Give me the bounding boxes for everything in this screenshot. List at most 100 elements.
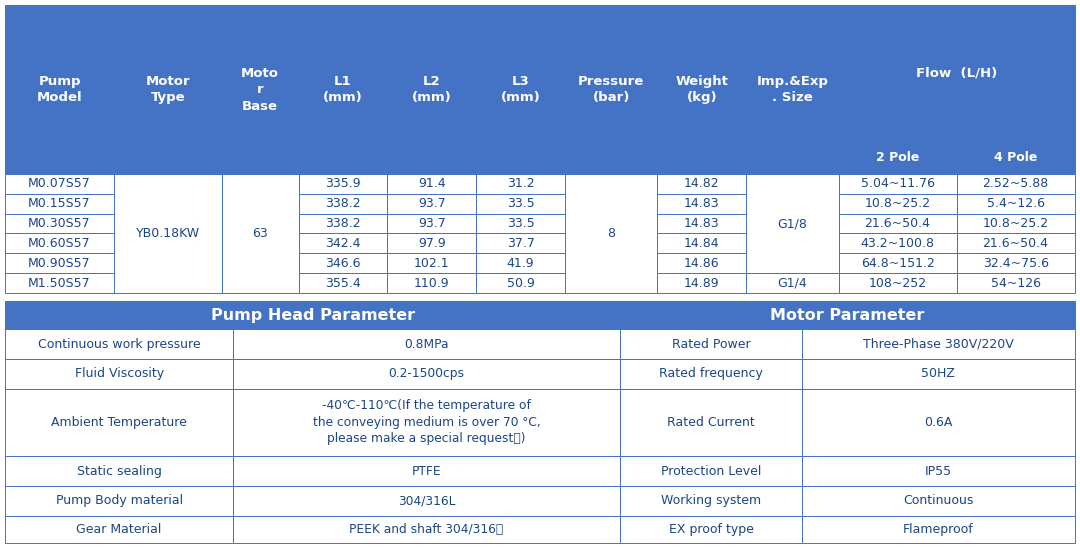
Bar bbox=[658, 214, 746, 233]
Text: 14.83: 14.83 bbox=[684, 217, 719, 230]
Bar bbox=[388, 273, 476, 293]
Bar bbox=[388, 174, 476, 193]
Bar bbox=[476, 273, 565, 293]
Bar bbox=[957, 174, 1075, 193]
Bar bbox=[839, 193, 957, 214]
Bar bbox=[620, 301, 1075, 329]
Text: L3
(mm): L3 (mm) bbox=[501, 75, 540, 104]
Bar bbox=[620, 359, 802, 389]
Bar bbox=[658, 193, 746, 214]
Bar bbox=[5, 174, 113, 193]
Text: 93.7: 93.7 bbox=[418, 197, 446, 210]
Text: M0.60S57: M0.60S57 bbox=[28, 237, 91, 250]
Bar bbox=[802, 486, 1075, 516]
Text: Moto
r
Base: Moto r Base bbox=[241, 67, 280, 113]
Bar bbox=[839, 141, 957, 174]
Bar bbox=[802, 389, 1075, 456]
Text: 21.6~50.4: 21.6~50.4 bbox=[865, 217, 931, 230]
Bar bbox=[476, 193, 565, 214]
Bar bbox=[839, 174, 957, 193]
Text: G1/4: G1/4 bbox=[778, 277, 807, 290]
Text: Rated Current: Rated Current bbox=[667, 416, 755, 429]
Text: M0.30S57: M0.30S57 bbox=[28, 217, 91, 230]
Bar bbox=[298, 214, 388, 233]
Bar bbox=[5, 359, 233, 389]
Text: Pressure
(bar): Pressure (bar) bbox=[578, 75, 645, 104]
Bar bbox=[620, 516, 802, 543]
Bar bbox=[565, 174, 658, 293]
Bar bbox=[658, 5, 746, 174]
Text: 2 Pole: 2 Pole bbox=[876, 151, 919, 164]
Bar bbox=[565, 5, 658, 174]
Text: 41.9: 41.9 bbox=[507, 257, 535, 270]
Text: M0.90S57: M0.90S57 bbox=[28, 257, 91, 270]
Text: 32.4~75.6: 32.4~75.6 bbox=[983, 257, 1049, 270]
Bar bbox=[5, 5, 113, 174]
Text: Flow  (L/H): Flow (L/H) bbox=[916, 67, 997, 79]
Bar bbox=[839, 253, 957, 273]
Text: M0.07S57: M0.07S57 bbox=[28, 177, 91, 190]
Text: 5.04~11.76: 5.04~11.76 bbox=[861, 177, 934, 190]
Bar bbox=[233, 486, 620, 516]
Text: Three-Phase 380V/220V: Three-Phase 380V/220V bbox=[863, 338, 1014, 351]
Bar bbox=[839, 214, 957, 233]
Text: 110.9: 110.9 bbox=[414, 277, 449, 290]
Text: 64.8~151.2: 64.8~151.2 bbox=[861, 257, 934, 270]
Bar bbox=[233, 359, 620, 389]
Text: 108~252: 108~252 bbox=[868, 277, 927, 290]
Text: 102.1: 102.1 bbox=[414, 257, 449, 270]
Text: 338.2: 338.2 bbox=[325, 197, 361, 210]
Bar bbox=[476, 5, 565, 174]
Text: 355.4: 355.4 bbox=[325, 277, 361, 290]
Bar bbox=[957, 253, 1075, 273]
Bar bbox=[5, 253, 113, 273]
Text: 335.9: 335.9 bbox=[325, 177, 361, 190]
Bar bbox=[388, 193, 476, 214]
Text: Imp.&Exp
. Size: Imp.&Exp . Size bbox=[756, 75, 828, 104]
Bar bbox=[298, 174, 388, 193]
Text: Static sealing: Static sealing bbox=[77, 465, 162, 477]
Bar bbox=[388, 233, 476, 253]
Text: Working system: Working system bbox=[661, 494, 761, 507]
Text: M1.50S57: M1.50S57 bbox=[28, 277, 91, 290]
Text: 0.2-1500cps: 0.2-1500cps bbox=[389, 367, 464, 380]
Text: 93.7: 93.7 bbox=[418, 217, 446, 230]
Bar bbox=[233, 456, 620, 486]
Bar bbox=[746, 273, 839, 293]
Text: 0.8MPa: 0.8MPa bbox=[404, 338, 449, 351]
Bar bbox=[388, 253, 476, 273]
Text: Pump Body material: Pump Body material bbox=[55, 494, 183, 507]
Bar bbox=[298, 233, 388, 253]
Text: Fluid Viscosity: Fluid Viscosity bbox=[75, 367, 164, 380]
Bar bbox=[839, 233, 957, 253]
Text: Weight
(kg): Weight (kg) bbox=[675, 75, 728, 104]
Bar bbox=[298, 253, 388, 273]
Text: 346.6: 346.6 bbox=[325, 257, 361, 270]
Text: EX proof type: EX proof type bbox=[669, 523, 754, 535]
Bar bbox=[957, 233, 1075, 253]
Bar bbox=[957, 193, 1075, 214]
Text: 21.6~50.4: 21.6~50.4 bbox=[983, 237, 1049, 250]
Bar bbox=[298, 5, 388, 174]
Bar bbox=[802, 329, 1075, 359]
Bar bbox=[839, 273, 957, 293]
Bar bbox=[5, 214, 113, 233]
Text: 342.4: 342.4 bbox=[325, 237, 361, 250]
Text: Rated frequency: Rated frequency bbox=[659, 367, 762, 380]
Text: Pump Head Parameter: Pump Head Parameter bbox=[211, 308, 415, 323]
Text: 33.5: 33.5 bbox=[507, 197, 535, 210]
Text: 43.2~100.8: 43.2~100.8 bbox=[861, 237, 934, 250]
Bar bbox=[620, 456, 802, 486]
Text: 8: 8 bbox=[607, 227, 616, 240]
Text: 31.2: 31.2 bbox=[507, 177, 535, 190]
Bar bbox=[5, 516, 233, 543]
Bar bbox=[957, 273, 1075, 293]
Text: YB0.18KW: YB0.18KW bbox=[136, 227, 200, 240]
Text: 10.8~25.2: 10.8~25.2 bbox=[865, 197, 931, 210]
Text: M0.15S57: M0.15S57 bbox=[28, 197, 91, 210]
Text: 37.7: 37.7 bbox=[507, 237, 535, 250]
Bar bbox=[476, 214, 565, 233]
Bar bbox=[476, 174, 565, 193]
Bar bbox=[5, 486, 233, 516]
Text: 2.52~5.88: 2.52~5.88 bbox=[983, 177, 1049, 190]
